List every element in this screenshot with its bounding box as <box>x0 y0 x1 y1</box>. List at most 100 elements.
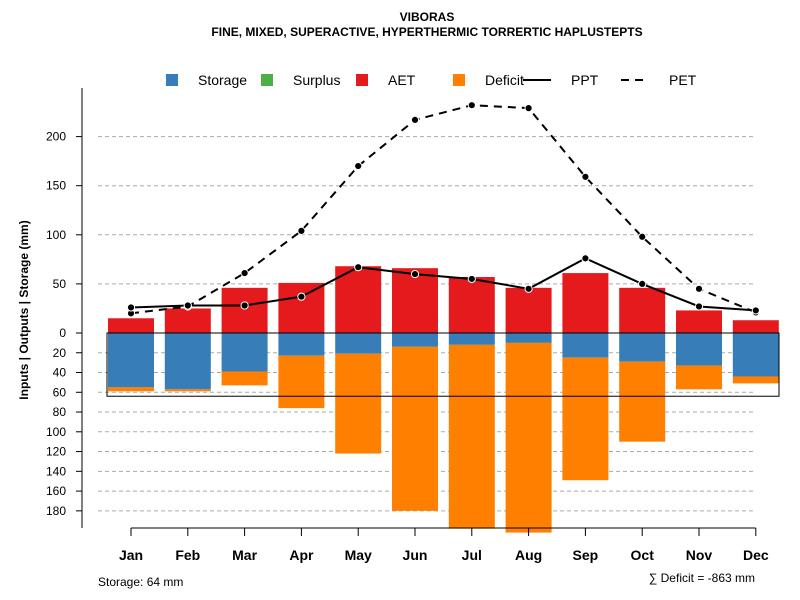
y-tick-label: 0 <box>59 326 66 340</box>
legend-swatch-aet <box>356 74 368 86</box>
aet-bar-sep <box>562 273 609 333</box>
x-tick-label-may: May <box>345 547 372 563</box>
ppt-point <box>638 279 647 288</box>
legend: Storage Surplus AET Deficit PPT PET <box>166 72 697 88</box>
y-tick-label: 180 <box>46 504 66 518</box>
pet-point <box>354 161 363 171</box>
y-tick-label: 200 <box>46 130 66 144</box>
y-tick-label: 20 <box>53 346 67 360</box>
storage-bar-nov <box>676 333 722 366</box>
deficit-bar-feb <box>164 389 211 392</box>
legend-label-aet: AET <box>388 72 416 88</box>
deficit-bar-aug <box>505 342 552 533</box>
storage-bar-oct <box>619 333 666 362</box>
y-tick-label: 140 <box>46 464 66 478</box>
aet-bar-apr <box>278 282 325 333</box>
y-tick-label: 100 <box>46 425 66 439</box>
storage-bar-apr <box>278 333 325 356</box>
deficit-bar-apr <box>278 355 325 409</box>
storage-capacity-box <box>106 332 780 397</box>
storage-bar-feb <box>164 333 211 390</box>
storage-bar-jul <box>448 333 495 345</box>
y-tick-label: 160 <box>46 484 66 498</box>
deficit-bar-oct <box>619 361 666 442</box>
x-tick-label-sep: Sep <box>573 547 599 563</box>
storage-bar-mar <box>221 333 268 372</box>
ppt-point <box>751 306 760 315</box>
storage-bar-sep <box>562 333 609 358</box>
legend-label-storage: Storage <box>198 72 247 88</box>
pet-point <box>297 226 306 235</box>
ppt-point <box>126 303 136 312</box>
ppt-line <box>130 257 756 312</box>
pet-point <box>638 232 647 241</box>
storage-bar-dec <box>732 333 779 377</box>
deficit-bar-sep <box>562 357 609 481</box>
y-tick-label: 40 <box>53 366 67 380</box>
aet-bar-dec <box>732 320 779 333</box>
deficit-bar-jul <box>448 344 495 529</box>
deficit-bar-dec <box>732 376 779 384</box>
aet-bar-jan <box>108 318 154 333</box>
ppt-point <box>581 254 590 263</box>
storage-footer: Storage: 64 mm <box>98 575 183 589</box>
legend-swatch-deficit <box>453 74 465 86</box>
y-tick-label: 150 <box>46 179 66 193</box>
legend-label-ppt: PPT <box>571 72 599 88</box>
legend-swatch-surplus <box>261 74 273 86</box>
legend-label-pet: PET <box>669 72 697 88</box>
ppt-point <box>694 302 704 311</box>
aet-bar-nov <box>676 310 722 333</box>
pet-point <box>410 115 420 125</box>
ppt-point <box>410 269 420 279</box>
axes: 0 50 100 150 200 20 40 60 80 100 120 140 160 180 Jan Fe… <box>46 88 769 563</box>
storage-bar-aug <box>505 333 552 343</box>
y-tick-label: 80 <box>53 405 67 419</box>
storage-capacity-rect <box>106 332 780 397</box>
aet-bar-mar <box>221 287 268 333</box>
storage-bar-jan <box>108 333 154 388</box>
deficit-bar-may <box>335 353 382 454</box>
chart-title: VIBORAS <box>400 10 455 24</box>
aet-bar-oct <box>619 287 666 333</box>
y-tick-label: 120 <box>46 445 66 459</box>
y-tick-label: 50 <box>53 277 67 291</box>
x-tick-label-jan: Jan <box>119 547 143 563</box>
deficit-bar-mar <box>221 371 268 386</box>
x-tick-label-jul: Jul <box>462 547 482 563</box>
ppt-point <box>354 263 363 272</box>
x-tick-label-dec: Dec <box>743 547 769 563</box>
y-tick-label: 60 <box>53 385 67 399</box>
legend-swatch-storage <box>166 74 178 86</box>
pet-point <box>524 104 533 113</box>
x-tick-label-jun: Jun <box>403 547 428 563</box>
x-tick-label-aug: Aug <box>515 547 542 563</box>
aet-bar-aug <box>505 287 552 333</box>
lines <box>126 101 760 318</box>
ppt-point <box>467 274 476 284</box>
y-tick-label: 100 <box>46 228 66 242</box>
aet-bar-feb <box>164 308 211 333</box>
storage-bar-jun <box>392 333 438 347</box>
deficit-bar-nov <box>676 365 722 390</box>
chart-subtitle: FINE, MIXED, SUPERACTIVE, HYPERTHERMIC T… <box>211 25 642 39</box>
x-tick-label-mar: Mar <box>232 547 257 563</box>
x-tick-label-apr: Apr <box>289 547 314 563</box>
aet-bar-jul <box>448 277 495 333</box>
ppt-point <box>240 301 249 310</box>
bars <box>108 266 779 533</box>
ppt-point <box>524 284 533 293</box>
storage-bar-may <box>335 333 382 354</box>
y-axis-label: Inputs | Outputs | Storage (mm) <box>17 220 31 399</box>
x-tick-label-nov: Nov <box>686 547 713 563</box>
pet-point <box>581 172 590 181</box>
aet-bar-may <box>335 266 382 333</box>
pet-point <box>694 284 704 293</box>
deficit-bar-jan <box>108 387 154 392</box>
pet-line <box>130 104 757 315</box>
deficit-footer: ∑ Deficit = -863 mm <box>649 571 755 585</box>
deficit-bar-jun <box>392 346 438 511</box>
pet-point <box>240 268 249 278</box>
legend-label-surplus: Surplus <box>293 72 340 88</box>
